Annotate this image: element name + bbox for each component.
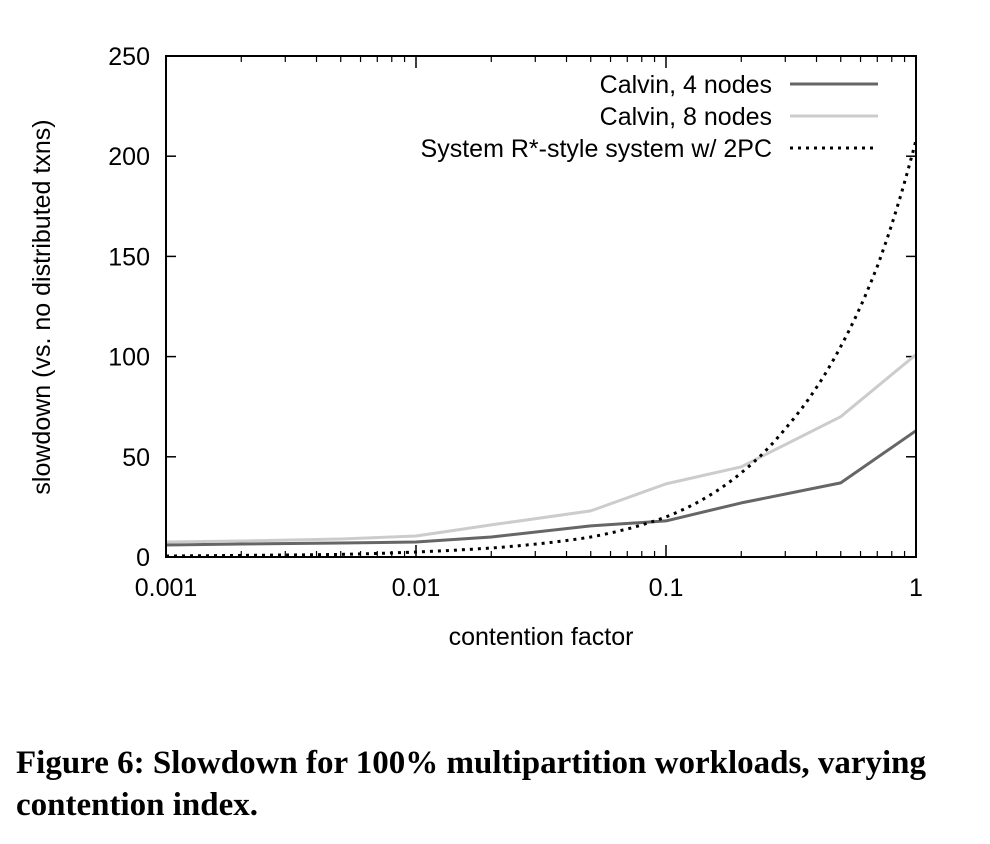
x-tick-label: 1 bbox=[909, 574, 923, 602]
legend-label: System R*-style system w/ 2PC bbox=[421, 135, 772, 163]
series-line-2 bbox=[165, 353, 917, 544]
legend-label: Calvin, 4 nodes bbox=[600, 71, 772, 99]
y-tick-label: 150 bbox=[108, 243, 150, 271]
axis-ticks bbox=[165, 55, 917, 558]
series-line-3 bbox=[166, 139, 918, 558]
x-tick-label: 0.1 bbox=[649, 574, 684, 602]
x-axis-tick-labels: 0.001 0.01 0.1 1 bbox=[135, 574, 923, 602]
line-chart: 0 50 100 150 200 250 0.001 0.01 0.1 1 Calvin, 4 … bbox=[28, 43, 923, 651]
legend: Calvin, 4 nodes Calvin, 8 nodes System R*-… bbox=[421, 71, 878, 163]
legend-label: Calvin, 8 nodes bbox=[600, 103, 772, 131]
y-tick-label: 0 bbox=[136, 544, 150, 572]
figure-caption: Figure 6: Slowdown for 100% multipartiti… bbox=[16, 745, 926, 823]
y-tick-label: 50 bbox=[122, 444, 150, 472]
series-lines bbox=[165, 139, 918, 558]
y-axis-tick-labels: 0 50 100 150 200 250 bbox=[108, 43, 150, 572]
y-tick-label: 250 bbox=[108, 43, 150, 71]
x-axis-label: contention factor bbox=[449, 623, 634, 651]
y-tick-label: 200 bbox=[108, 143, 150, 171]
y-tick-label: 100 bbox=[108, 344, 150, 372]
x-tick-label: 0.001 bbox=[135, 574, 198, 602]
plot-frame bbox=[165, 55, 917, 558]
series-line-1 bbox=[165, 429, 917, 547]
x-tick-label: 0.01 bbox=[392, 574, 441, 602]
y-axis-label: slowdown (vs. no distributed txns) bbox=[28, 119, 56, 494]
